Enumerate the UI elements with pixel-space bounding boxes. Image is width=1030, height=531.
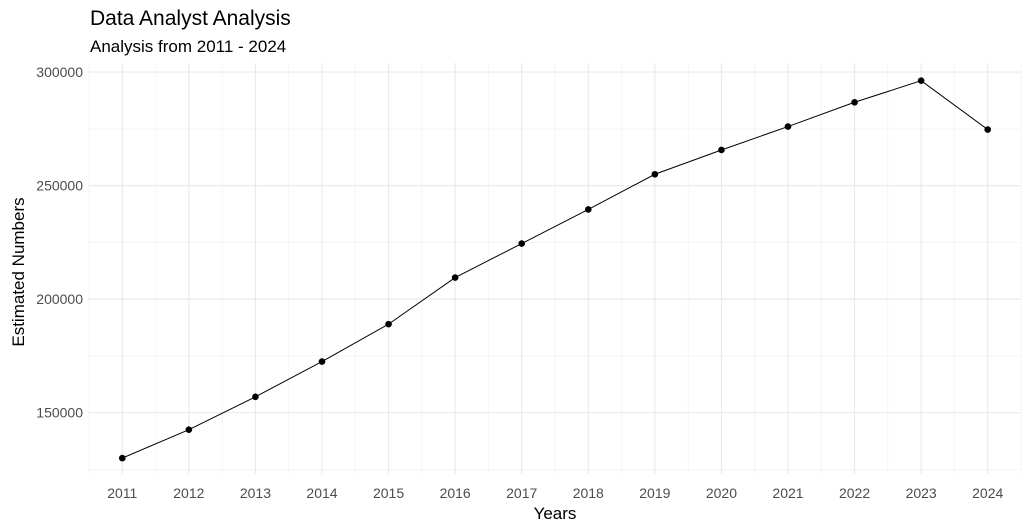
x-tick-label: 2024: [972, 485, 1003, 501]
x-tick-label: 2014: [306, 485, 337, 501]
y-tick-label: 200000: [36, 291, 83, 307]
data-point: [118, 454, 126, 462]
data-point: [451, 274, 459, 281]
data-point: [984, 126, 992, 133]
x-tick-label: 2023: [906, 485, 937, 501]
y-axis-ticks: 150000 200000 250000 300000: [36, 64, 83, 421]
data-point: [584, 206, 592, 213]
x-tick-label: 2011: [107, 485, 137, 501]
x-tick-label: 2021: [772, 485, 803, 501]
x-tick-label: 2018: [573, 485, 604, 501]
x-axis-ticks: 2011 2012 2013 2014 2015 2016 2017 2018 2019 2020…: [107, 485, 1003, 501]
data-point: [252, 393, 259, 401]
chart-title: Data Analyst Analysis: [90, 7, 291, 30]
data-point: [851, 98, 858, 106]
grid: [88, 63, 1022, 474]
x-tick-label: 2013: [240, 485, 271, 501]
data-point: [185, 426, 193, 434]
y-tick-label: 250000: [36, 178, 83, 194]
data-point: [651, 170, 659, 178]
y-axis-title: Estimated Numbers: [9, 197, 28, 346]
x-axis-title: Years: [534, 504, 577, 523]
x-tick-label: 2016: [440, 485, 471, 501]
x-tick-label: 2012: [173, 485, 204, 501]
series-line: [122, 80, 989, 459]
x-tick-label: 2017: [506, 485, 537, 501]
data-point: [318, 358, 326, 365]
data-point: [917, 77, 925, 85]
x-tick-label: 2015: [373, 485, 404, 501]
y-tick-label: 150000: [36, 405, 83, 421]
data-point: [718, 146, 725, 154]
chart-subtitle: Analysis from 2011 - 2024: [90, 37, 287, 56]
x-tick-label: 2022: [839, 485, 870, 501]
data-point: [385, 320, 392, 328]
series: [118, 77, 992, 462]
data-point: [784, 123, 792, 130]
data-point: [518, 240, 526, 247]
x-tick-label: 2020: [706, 485, 737, 501]
x-tick-label: 2019: [639, 485, 670, 501]
y-tick-label: 300000: [36, 64, 83, 80]
